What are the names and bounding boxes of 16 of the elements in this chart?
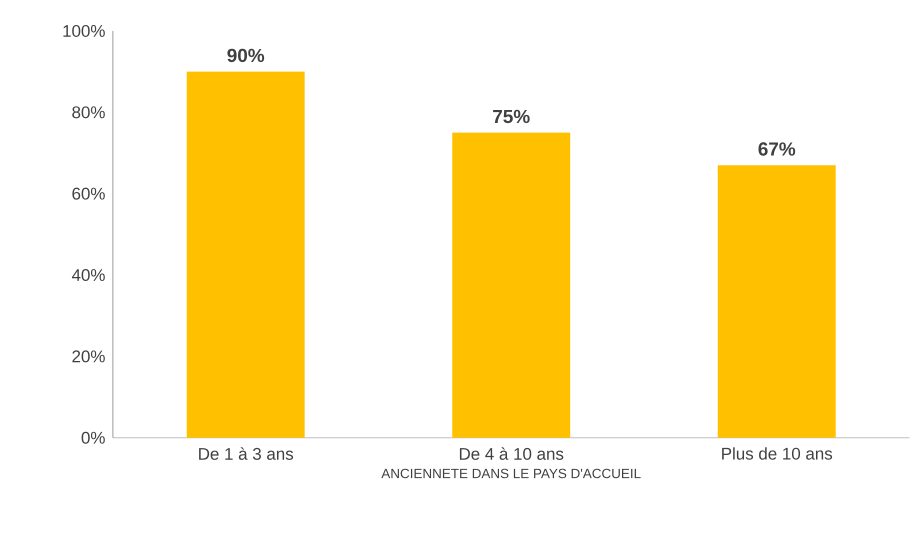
data-label: 75%: [493, 110, 530, 124]
y-tick-label: 20%: [72, 350, 105, 363]
x-axis-title: ANCIENNETE DANS LE PAYS D'ACCUEIL: [381, 468, 641, 478]
data-label: 67%: [758, 142, 796, 156]
x-tick-label: Plus de 10 ans: [722, 447, 832, 460]
y-tick-label: 80%: [72, 106, 105, 118]
y-tick-label: 60%: [72, 188, 105, 200]
y-tick-label: 100%: [63, 25, 105, 38]
y-tick-label: 0%: [82, 432, 105, 444]
bar: [186, 72, 305, 438]
bar: [718, 165, 836, 438]
x-tick-label: De 1 à 3 ans: [199, 447, 294, 460]
y-tick-label: 40%: [72, 269, 105, 282]
bar: [452, 132, 570, 438]
x-tick-label: De 4 à 10 ans: [460, 447, 564, 460]
data-label: 90%: [227, 48, 264, 62]
